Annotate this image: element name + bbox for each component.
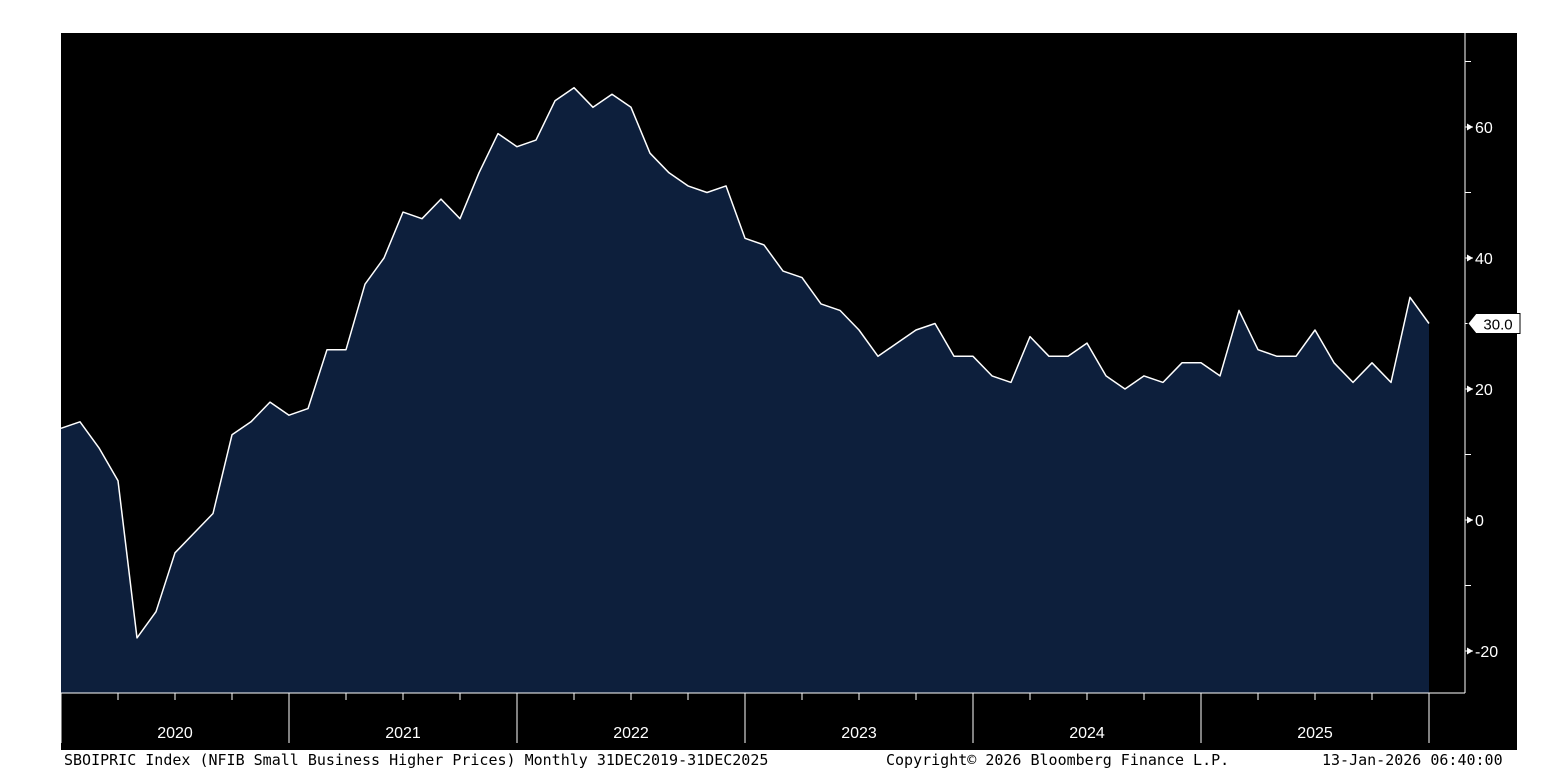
y-tick-marker [1467, 254, 1473, 262]
x-tick-label: 2021 [385, 725, 421, 742]
y-tick-marker [1467, 123, 1473, 131]
last-value-tag [1467, 313, 1521, 334]
x-tick-label: 2020 [157, 725, 193, 742]
x-tick-label: 2023 [841, 725, 877, 742]
area-layer [60, 86, 1430, 693]
y-tick-marker [1467, 516, 1473, 524]
y-tick-label: 20 [1475, 382, 1493, 399]
x-tick-label: 2022 [613, 725, 649, 742]
series-area-fill [61, 87, 1429, 693]
x-tick-label: 2024 [1069, 725, 1105, 742]
axes-layer: 2020 2021 2022 2023 2024 2025 -20 0 20 40 60 30.0 [60, 33, 1521, 743]
y-tick-label: 40 [1475, 251, 1493, 268]
y-tick-marker [1467, 385, 1473, 393]
chart-description: SBOIPRIC Index (NFIB Small Business High… [64, 751, 769, 769]
y-tick-label: 60 [1475, 120, 1493, 137]
x-tick-label: 2025 [1297, 725, 1333, 742]
last-value-label: 30.0 [1483, 317, 1512, 334]
y-tick-label: 0 [1475, 513, 1484, 530]
timestamp: 13-Jan-2026 06:40:00 [1322, 751, 1503, 769]
y-tick-marker [1467, 647, 1473, 655]
copyright-notice: Copyright© 2026 Bloomberg Finance L.P. [886, 751, 1230, 769]
y-tick-label: -20 [1475, 644, 1498, 661]
series-line [60, 86, 1430, 639]
